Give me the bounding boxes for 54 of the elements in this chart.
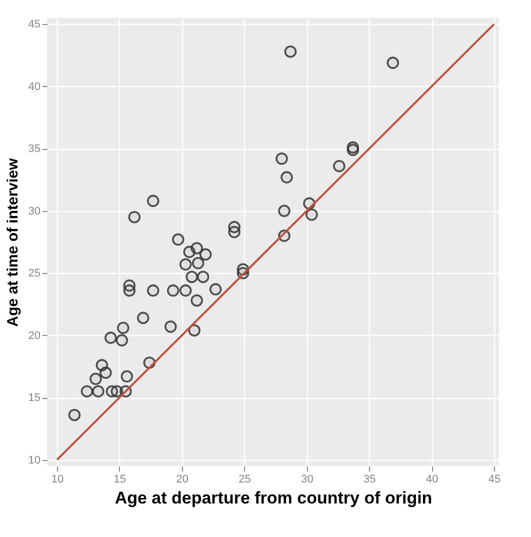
point	[284, 45, 297, 58]
point	[68, 408, 81, 422]
point	[90, 372, 102, 386]
point	[188, 324, 200, 336]
x-tick-label: 35	[364, 474, 376, 486]
point	[123, 284, 136, 297]
point	[166, 284, 180, 297]
point	[120, 370, 134, 383]
y-tick-label: 30	[28, 205, 40, 218]
y-tick-label: 45	[28, 18, 40, 31]
x-tick-label: 45	[488, 474, 501, 486]
y-tick-label: 10	[28, 454, 40, 466]
point	[386, 56, 400, 69]
y-tick-label: 20	[28, 330, 40, 342]
point	[128, 210, 141, 224]
point	[276, 152, 288, 165]
point	[186, 270, 198, 283]
x-tick-label: 30	[301, 474, 314, 486]
point	[146, 194, 160, 208]
x-tick-label: 25	[238, 474, 251, 486]
point	[146, 284, 160, 297]
point	[228, 220, 240, 234]
point	[280, 171, 293, 184]
y-tick-label: 15	[28, 392, 40, 404]
x-tick-label: 40	[426, 474, 438, 486]
point	[196, 270, 210, 283]
y-tick-label: 25	[28, 268, 40, 280]
point	[117, 322, 130, 334]
point	[116, 334, 128, 346]
point	[80, 385, 94, 398]
point	[179, 284, 192, 297]
point	[104, 332, 117, 344]
y-axis-title: Age at time of interview	[4, 158, 22, 327]
x-axis-title: Age at departure from country of origin	[114, 488, 432, 508]
x-tick-label: 20	[176, 474, 188, 486]
x-tick-label: 10	[51, 474, 64, 486]
point	[346, 141, 360, 154]
point	[190, 294, 203, 307]
y-tick-label: 40	[28, 80, 40, 93]
point	[306, 208, 318, 221]
point	[100, 366, 112, 379]
point	[164, 320, 177, 333]
y-tick-label: 35	[28, 143, 40, 156]
x-tick-label: 15	[114, 474, 126, 486]
point	[333, 160, 346, 172]
point	[92, 385, 104, 398]
point	[278, 204, 290, 218]
point	[199, 248, 212, 261]
point	[192, 257, 204, 270]
point	[179, 258, 192, 271]
point	[190, 242, 203, 254]
point	[137, 312, 150, 324]
point	[209, 283, 222, 296]
point	[172, 233, 184, 246]
